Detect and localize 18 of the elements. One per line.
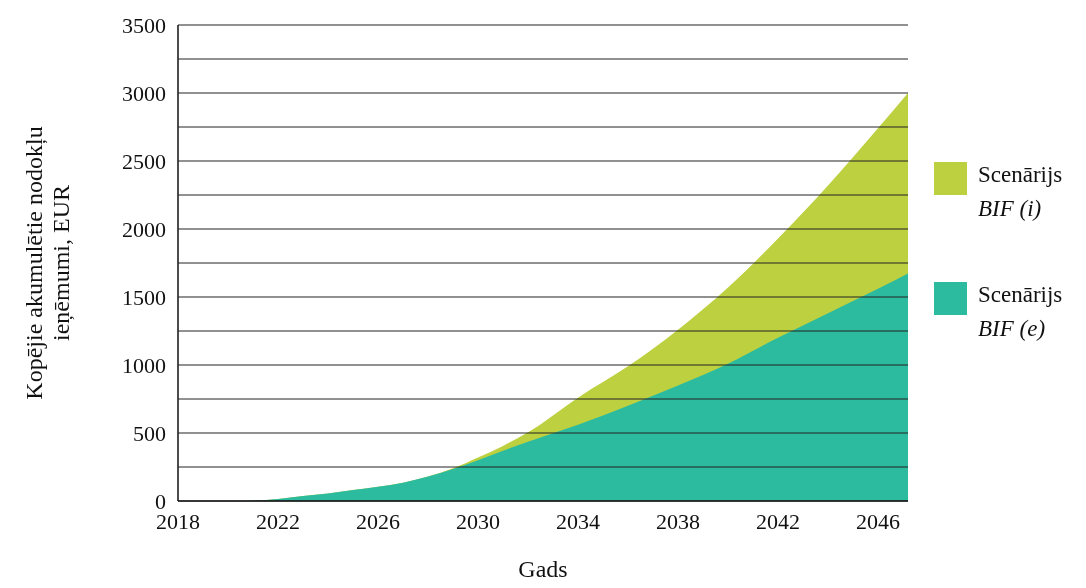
y-tick-label: 500 xyxy=(133,420,166,446)
y-tick-label: 3000 xyxy=(122,80,166,106)
x-tick-label: 2038 xyxy=(656,508,700,534)
y-tick-label: 3500 xyxy=(122,12,166,38)
x-tick-label: 2026 xyxy=(356,508,400,534)
y-tick-label: 2500 xyxy=(122,148,166,174)
x-tick-label: 2042 xyxy=(756,508,800,534)
y-tick-label: 1000 xyxy=(122,352,166,378)
y-axis-title: Kopējie akumulētie nodokļu ieņēmumi, EUR xyxy=(21,125,75,402)
y-tick-label: 1500 xyxy=(122,284,166,310)
x-tick-label: 2022 xyxy=(256,508,300,534)
x-tick-label: 2046 xyxy=(856,508,900,534)
x-tick-label: 2034 xyxy=(556,508,600,534)
legend-label: Scenārijs BIF (i) xyxy=(978,161,1063,223)
y-tick-label: 2000 xyxy=(122,216,166,242)
x-axis-title: Gads xyxy=(517,556,569,583)
x-tick-label: 2030 xyxy=(456,508,500,534)
legend-label: Scenārijs BIF (e) xyxy=(978,281,1063,343)
